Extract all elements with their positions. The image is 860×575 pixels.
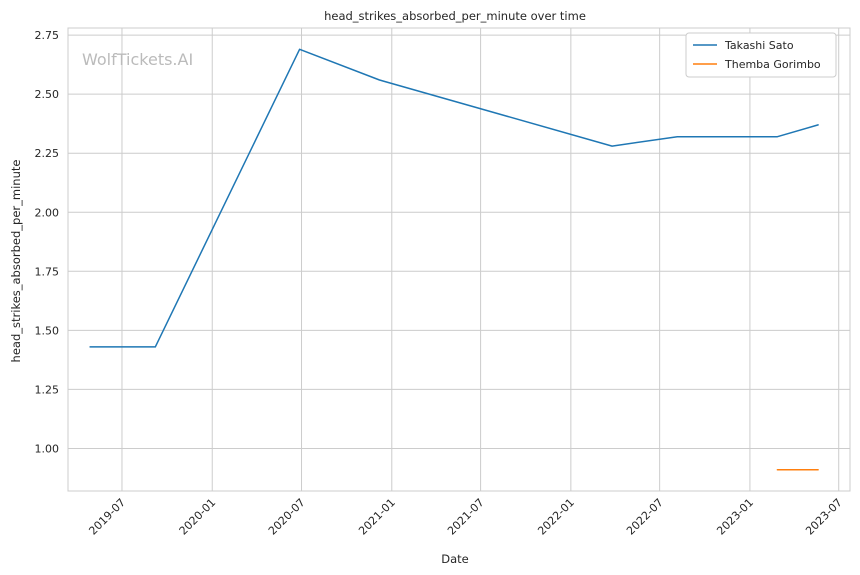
y-tick-label: 2.75	[35, 29, 60, 42]
x-tick-label: 2021-07	[445, 496, 487, 538]
y-tick-label: 2.00	[35, 206, 60, 219]
y-tick-label: 1.75	[35, 265, 60, 278]
x-tick-label: 2019-07	[86, 496, 128, 538]
legend-frame	[685, 32, 837, 78]
y-tick-label: 1.50	[35, 324, 60, 337]
y-tick-label: 2.50	[35, 88, 60, 101]
y-tick-label: 1.25	[35, 383, 60, 396]
y-axis-label: head_strikes_absorbed_per_minute	[9, 160, 23, 363]
legend: Takashi Sato Themba Gorimbo	[685, 32, 837, 78]
x-tick-label: 2020-01	[177, 496, 219, 538]
y-axis-ticks: 1.00 1.25 1.50 1.75 2.00 2.25 2.50 2.75	[35, 29, 60, 455]
y-tick-label: 1.00	[35, 442, 60, 455]
x-tick-label: 2021-01	[356, 496, 398, 538]
x-axis-ticks: 2019-07 2020-01 2020-07 2021-01 2021-07 2022-…	[86, 496, 844, 538]
x-tick-label: 2022-07	[624, 496, 666, 538]
x-tick-label: 2022-01	[535, 496, 577, 538]
series-line-takashi-sato	[89, 48, 819, 348]
grid-lines	[68, 28, 850, 491]
plot-frame	[67, 27, 851, 492]
series-lines	[89, 48, 819, 471]
watermark: WolfTickets.AI	[82, 50, 193, 69]
y-tick-label: 2.25	[35, 147, 60, 160]
x-tick-label: 2020-07	[266, 496, 308, 538]
x-axis-label: Date	[441, 552, 469, 566]
legend-label-themba-gorimbo: Themba Gorimbo	[724, 58, 821, 71]
x-tick-label: 2023-01	[714, 496, 756, 538]
x-tick-label: 2023-07	[803, 496, 845, 538]
chart-title: head_strikes_absorbed_per_minute over ti…	[324, 9, 586, 23]
legend-label-takashi-sato: Takashi Sato	[724, 39, 794, 52]
